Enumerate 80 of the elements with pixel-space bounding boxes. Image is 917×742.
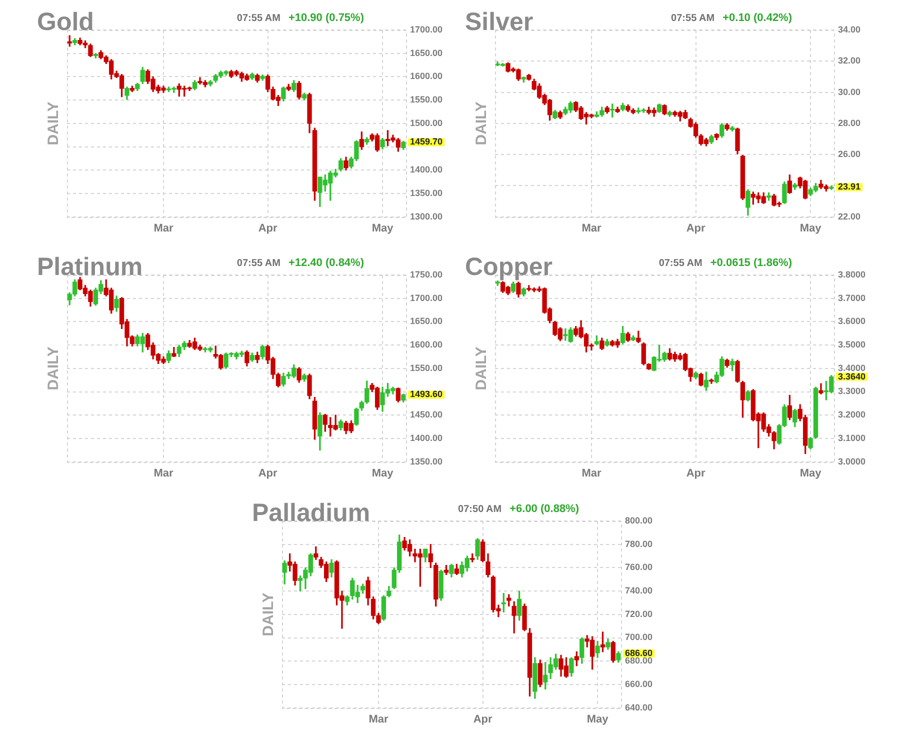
y-tick-label: 760.00 [625,562,653,572]
y-tick-label: 3.3000 [838,386,866,396]
y-tick-label: 1450.00 [410,410,443,420]
x-tick-label: Mar [154,467,174,480]
y-tick-label: 3.4000 [838,362,866,373]
y-tick-label: 3.6000 [838,316,866,326]
y-tick-label: 740.00 [625,586,653,596]
y-tick-label: 34.00 [838,24,861,34]
chart-title: Silver [465,8,534,36]
chart-title: Platinum [37,253,143,281]
x-tick-label: Mar [582,467,602,480]
y-tick-label: 3.0000 [838,456,866,466]
x-tick-label: Apr [258,467,278,480]
text: +6.00 (0.88%) [510,503,580,515]
y-tick-label: 32.00 [838,56,861,66]
x-tick-label: Apr [686,467,706,480]
y-axis-title: DAILY [473,346,490,390]
text: 23.91 [838,182,861,192]
y-axis-title: DAILY [45,346,62,390]
y-axis-title: DAILY [45,102,62,146]
text: 07:55 AM [236,13,280,24]
y-tick-label: 26.00 [838,149,861,160]
y-tick-label: 1300.00 [410,211,443,222]
y-axis-title: DAILY [260,592,278,636]
y-tick-label: 700.00 [625,632,653,642]
chart-title: Copper [465,253,553,281]
x-tick-label: May [586,713,610,726]
y-axis-title: DAILY [473,102,490,146]
x-tick-label: Apr [258,222,278,234]
y-tick-label: 22.00 [838,211,861,222]
text: +12.40 (0.84%) [288,257,364,269]
y-tick-label: 3.1000 [838,432,866,443]
y-tick-label: 660.00 [625,678,653,689]
text: 1493.60 [410,389,443,400]
y-tick-label: 680.00 [625,656,653,666]
text: 686.60 [625,648,653,658]
chart-title: Palladium [252,499,370,527]
x-tick-label: May [800,222,822,234]
y-tick-label: 28.00 [838,118,861,128]
chart-title: Gold [37,8,94,36]
y-tick-label: 1550.00 [410,362,443,373]
y-tick-label: 3.8000 [838,269,866,280]
x-tick-label: Mar [368,713,389,726]
y-tick-label: 780.00 [625,538,653,549]
y-tick-label: 1650.00 [410,48,443,58]
x-tick-label: Mar [154,222,174,234]
y-tick-label: 1350.00 [410,188,443,198]
y-tick-label: 30.00 [838,86,861,97]
y-tick-label: 1700.00 [410,292,443,303]
y-tick-label: 1500.00 [410,118,443,128]
y-tick-label: 1700.00 [410,24,443,34]
y-tick-label: 1400.00 [410,164,443,175]
y-tick-label: 1350.00 [410,456,443,466]
y-tick-label: 1650.00 [410,316,443,326]
text: +0.10 (0.42%) [722,12,792,24]
y-tick-label: 3.5000 [838,340,866,350]
text: 07:55 AM [236,258,280,269]
x-tick-label: May [372,467,394,480]
y-tick-label: 1600.00 [410,340,443,350]
y-tick-label: 720.00 [625,608,653,619]
y-tick-label: 3.7000 [838,292,866,303]
text: 07:50 AM [458,504,502,515]
y-tick-label: 1600.00 [410,71,443,82]
x-tick-label: Apr [686,222,706,234]
y-tick-label: 1550.00 [410,94,443,105]
x-tick-label: May [372,222,394,234]
text: +0.0615 (1.86%) [710,257,792,269]
x-tick-label: Mar [582,222,602,234]
y-tick-label: 1400.00 [410,432,443,443]
y-tick-label: 640.00 [625,702,653,712]
text: 1459.70 [410,136,443,147]
y-tick-label: 1750.00 [410,269,443,280]
text: 3.3640 [838,371,866,382]
x-tick-label: Apr [473,713,493,726]
text: 07:55 AM [658,258,702,269]
x-tick-label: May [800,467,822,480]
text: +10.90 (0.75%) [288,12,364,24]
text: 07:55 AM [671,13,715,24]
y-tick-label: 3.2000 [838,410,866,420]
y-tick-label: 800.00 [625,515,653,526]
